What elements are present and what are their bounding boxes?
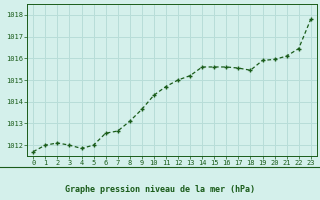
Text: Graphe pression niveau de la mer (hPa): Graphe pression niveau de la mer (hPa) <box>65 184 255 194</box>
